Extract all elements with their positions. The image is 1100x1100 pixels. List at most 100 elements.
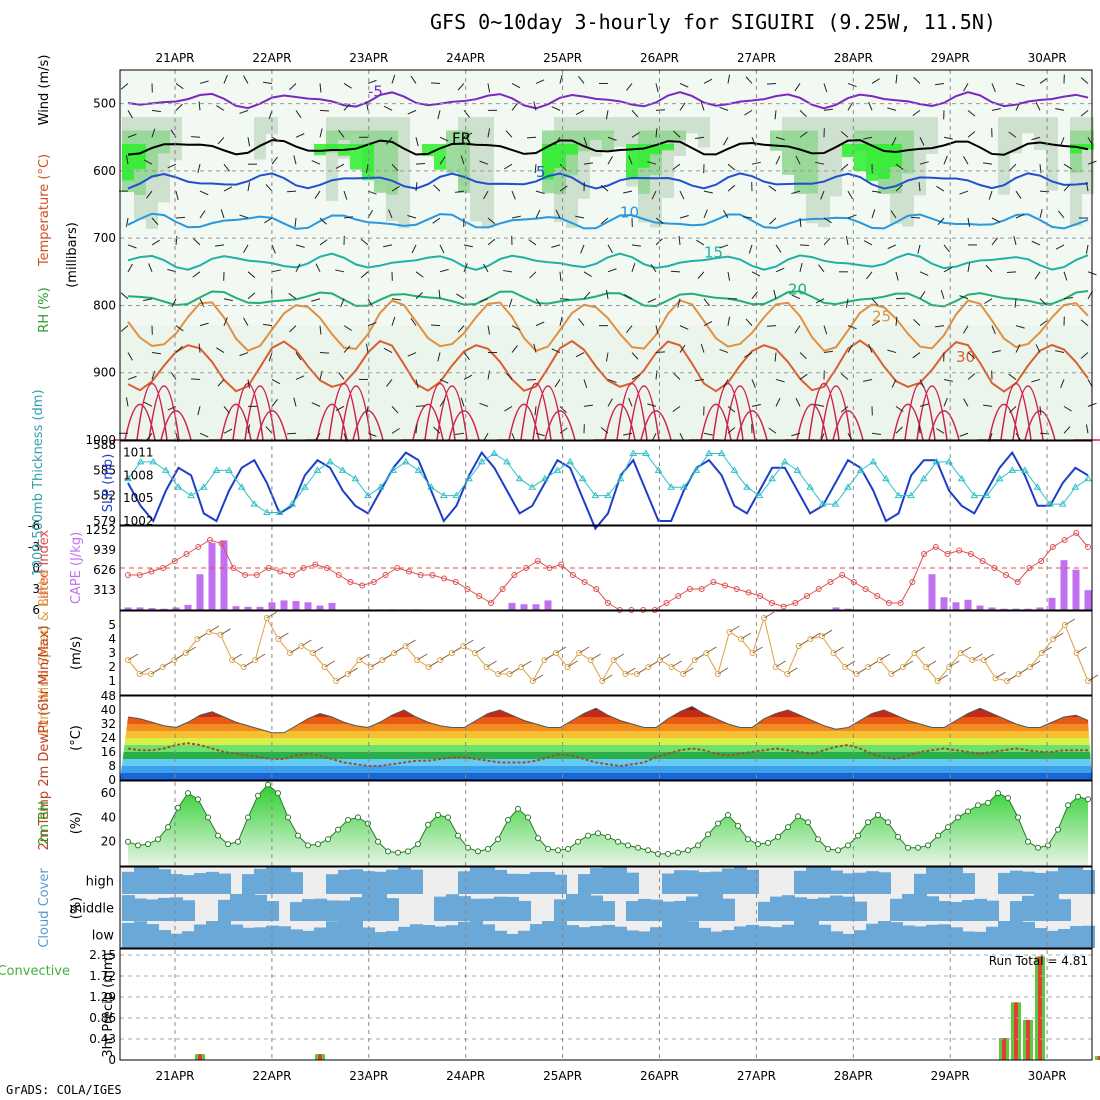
cloud-cell xyxy=(218,899,231,921)
cloud-unit: (%) xyxy=(69,897,84,920)
wind-barb xyxy=(1035,102,1041,111)
thickness-point xyxy=(187,491,196,499)
wind-barb xyxy=(600,427,609,434)
cloud-cell xyxy=(398,867,411,894)
li-point xyxy=(874,593,881,599)
cloud-cell xyxy=(854,930,867,948)
li-point xyxy=(663,600,670,606)
thickness-point xyxy=(882,474,890,482)
thickness-point xyxy=(983,491,991,499)
thickness-point xyxy=(528,483,537,490)
rh-point xyxy=(535,835,541,842)
li-point xyxy=(160,565,167,571)
thickness-point xyxy=(250,500,259,507)
cloud-cell xyxy=(1070,867,1083,894)
thickness-point xyxy=(313,466,322,473)
cloud-cell xyxy=(1058,867,1071,894)
left-tick: 588 xyxy=(93,438,116,452)
left-tick: 0 xyxy=(32,561,40,575)
wind-barb xyxy=(967,373,976,380)
cape-bar xyxy=(532,604,540,610)
wind-barb xyxy=(175,103,183,111)
wind-barb xyxy=(216,347,225,353)
cloud-cell xyxy=(290,929,303,948)
surface-barb xyxy=(891,667,902,675)
wind-barb xyxy=(913,76,921,84)
cloud-cell xyxy=(518,900,531,921)
wind-barb xyxy=(223,428,233,434)
wind-barb xyxy=(871,298,879,306)
warm-contour xyxy=(412,403,444,441)
wind-barb xyxy=(1060,137,1065,146)
cloud-cell xyxy=(134,898,147,921)
wind-barb xyxy=(217,136,225,145)
wind-barb xyxy=(943,244,950,253)
rh-point xyxy=(765,839,771,846)
cloud-cell xyxy=(986,926,999,948)
wind-barb xyxy=(818,264,825,273)
li-point xyxy=(125,572,131,578)
wind-barb xyxy=(197,406,201,416)
wind-barb xyxy=(367,79,377,84)
surface-barb xyxy=(694,653,706,661)
wind-barb xyxy=(463,352,470,360)
cloud-cell xyxy=(482,898,495,921)
li-point xyxy=(534,558,541,564)
li-point xyxy=(1049,544,1056,550)
cloud-cell xyxy=(218,921,231,948)
wind-barb xyxy=(647,161,657,165)
rh-side-label: RH (%) xyxy=(37,287,52,332)
cloud-cell xyxy=(254,894,267,921)
wind-barb xyxy=(146,432,153,441)
surface-barb xyxy=(231,653,243,661)
rh-band-2 xyxy=(122,144,1094,181)
surface-barb xyxy=(440,653,451,661)
wind-barb xyxy=(677,298,681,308)
wind-barb xyxy=(199,80,209,84)
cloud-cell xyxy=(878,872,891,894)
surface-barb xyxy=(879,653,891,661)
wind-barb xyxy=(1031,136,1041,141)
warm-contour xyxy=(1012,385,1044,441)
li-point xyxy=(932,544,939,550)
rh-point xyxy=(245,814,251,821)
li-point xyxy=(183,551,190,557)
rh-point xyxy=(1035,844,1041,851)
cloud-cell xyxy=(338,921,351,948)
cloud-cell xyxy=(122,871,135,894)
surface-barb xyxy=(185,646,197,654)
wind-barb xyxy=(505,130,513,138)
thickness-point xyxy=(1084,474,1092,482)
wind-barb xyxy=(271,379,281,385)
cape-bar xyxy=(1048,597,1056,610)
wind-barb xyxy=(766,82,777,85)
cloud-cell xyxy=(626,901,639,921)
rh-point xyxy=(355,814,361,821)
wind-barb xyxy=(751,404,761,407)
cloud-cell xyxy=(554,874,567,894)
wind-barb xyxy=(727,74,731,84)
wind-barb xyxy=(1063,184,1071,192)
cloud-level-low: low xyxy=(92,929,115,944)
wind-barb xyxy=(143,159,153,165)
wind-barb xyxy=(840,373,849,380)
precip-conv-bar xyxy=(1002,1038,1006,1060)
lower-moist-band xyxy=(120,325,1092,440)
wind-barb xyxy=(719,348,729,354)
wind-barb xyxy=(415,292,423,300)
wind-barb xyxy=(487,370,491,380)
wind-barb xyxy=(723,379,729,388)
temp-band-9 xyxy=(120,710,1092,717)
wind-barb xyxy=(895,184,903,192)
cloud-cell xyxy=(674,921,687,948)
cloud-cell xyxy=(566,894,579,921)
rh-point xyxy=(375,838,381,845)
rh-point xyxy=(545,846,551,852)
surface-barb xyxy=(532,674,544,682)
wind-barb xyxy=(650,264,657,273)
thickness-point xyxy=(477,457,486,465)
cloud-cell xyxy=(686,921,699,948)
cape-bar xyxy=(328,602,336,610)
x-tick-bottom: 29APR xyxy=(931,1069,970,1083)
cloud-cell xyxy=(722,868,735,894)
